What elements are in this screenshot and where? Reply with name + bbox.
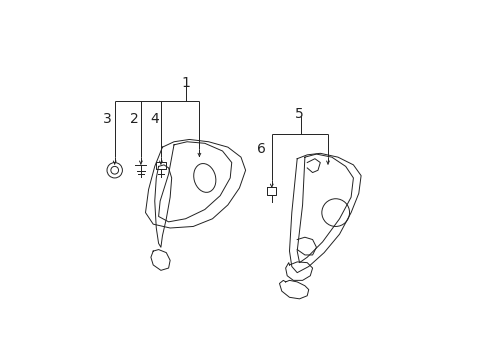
Text: 3: 3 (102, 112, 111, 126)
Text: 2: 2 (129, 112, 138, 126)
Text: 1: 1 (181, 76, 190, 90)
Text: 5: 5 (295, 107, 303, 121)
Text: 4: 4 (150, 112, 159, 126)
Text: 6: 6 (256, 143, 265, 157)
